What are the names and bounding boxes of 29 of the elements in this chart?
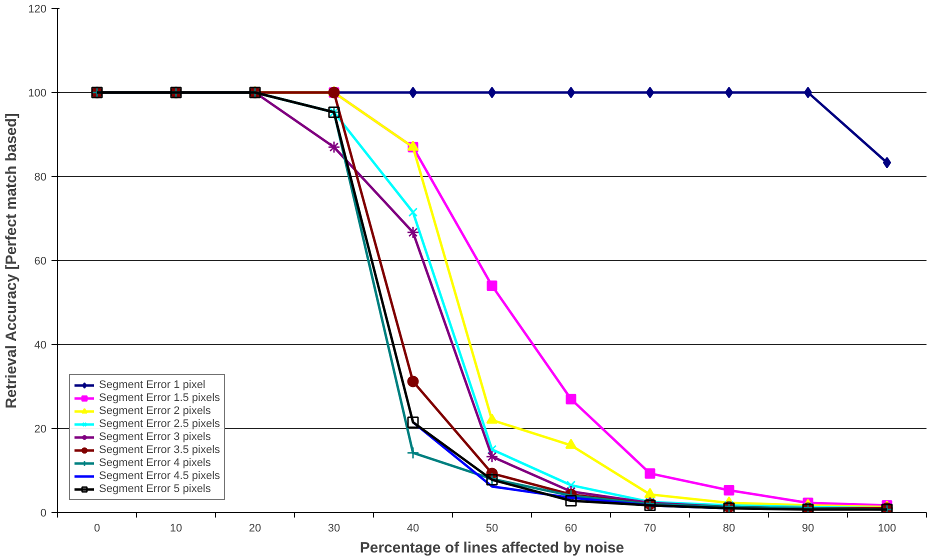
x-tick-label: 0	[94, 522, 100, 534]
x-tick-label: 50	[486, 522, 498, 534]
legend-label: Segment Error 3.5 pixels	[99, 444, 220, 456]
y-tick-label: 120	[28, 4, 47, 16]
y-tick-label: 60	[34, 256, 47, 268]
legend-label: Segment Error 1 pixel	[99, 379, 206, 391]
y-tick-label: 20	[34, 424, 47, 436]
y-tick-label: 80	[34, 172, 47, 184]
x-tick-label: 30	[328, 522, 340, 534]
y-tick-label: 40	[34, 340, 47, 352]
x-tick-label: 90	[802, 522, 814, 534]
x-tick-label: 100	[878, 522, 896, 534]
legend-label: Segment Error 4 pixels	[99, 457, 211, 469]
x-tick-label: 40	[406, 522, 420, 534]
x-axis-title: Percentage of lines affected by noise	[360, 540, 624, 556]
x-tick-label: 70	[644, 522, 656, 534]
legend-label: Segment Error 3 pixels	[99, 431, 211, 443]
x-tick-label: 10	[170, 522, 182, 534]
x-tick-label: 60	[564, 522, 578, 534]
legend-label: Segment Error 2 pixels	[99, 405, 211, 417]
legend-label: Segment Error 1.5 pixels	[99, 392, 220, 404]
legend-label: Segment Error 4.5 pixels	[99, 470, 220, 482]
legend-label: Segment Error 5 pixels	[99, 483, 211, 495]
y-axis-title: Retrieval Accuracy [Perfect match based]	[3, 113, 20, 408]
x-tick-label: 20	[248, 522, 262, 534]
x-tick-label: 80	[722, 522, 736, 534]
legend-label: Segment Error 2.5 pixels	[99, 418, 220, 430]
y-tick-label: 100	[28, 88, 47, 100]
y-tick-label: 0	[40, 508, 47, 520]
